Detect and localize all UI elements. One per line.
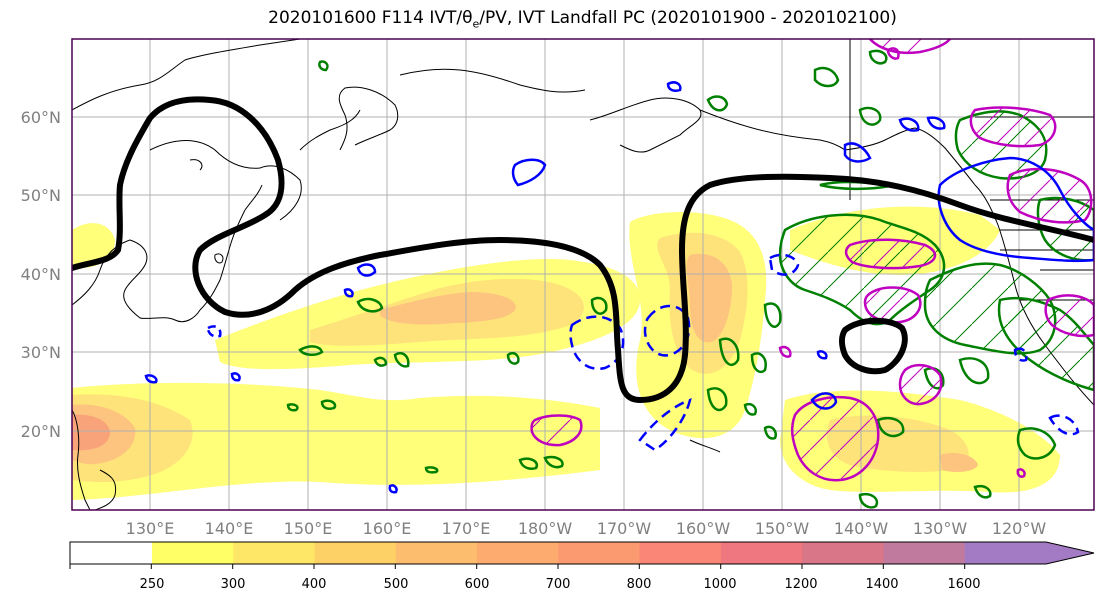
colorbar: 250 300 400 500 600 700 800 1000 1200 14… <box>69 541 1095 592</box>
lon-label: 170°E <box>442 519 491 538</box>
lon-label: 130°W <box>913 519 968 538</box>
colorbar-segment <box>558 542 641 564</box>
colorbar-tick-label: 300 <box>221 577 246 592</box>
colorbar-tick-label: 400 <box>302 577 327 592</box>
lat-label: 50°N <box>21 186 61 205</box>
colorbar-segment <box>477 542 559 564</box>
colorbar-segment <box>152 542 234 564</box>
lon-label: 140°E <box>205 519 254 538</box>
lat-label: 20°N <box>21 422 61 441</box>
landfall-pc-contours <box>530 39 1094 482</box>
lon-label: 150°W <box>755 519 810 538</box>
colorbar-segment <box>70 542 152 564</box>
lat-label: 40°N <box>21 265 61 284</box>
lon-label: 120°W <box>992 519 1047 538</box>
colorbar-tick-label: 1200 <box>784 577 817 592</box>
lon-label: 160°W <box>676 519 731 538</box>
colorbar-tick-label: 700 <box>546 577 571 592</box>
colorbar-segment <box>314 542 397 564</box>
colorbar-tick-labels: 250 300 400 500 600 700 800 1000 1200 14… <box>140 577 981 592</box>
colorbar-segment <box>883 542 966 564</box>
colorbar-segment <box>964 542 1047 564</box>
lon-label: 130°E <box>126 519 175 538</box>
lon-label: 180°W <box>518 519 573 538</box>
latitude-labels: 60°N 50°N 40°N 30°N 20°N <box>21 108 61 441</box>
colorbar-tick-label: 1600 <box>947 577 980 592</box>
colorbar-segment <box>639 542 722 564</box>
colorbar-extend-arrow <box>1046 542 1094 564</box>
colorbar-segment <box>395 542 478 564</box>
map-title: 2020101600 F114 IVT/θe/PV, IVT Landfall … <box>268 8 897 31</box>
colorbar-outline <box>69 541 1095 565</box>
lat-label: 30°N <box>21 343 61 362</box>
colorbar-tick-label: 1000 <box>703 577 736 592</box>
colorbar-segment <box>720 542 803 564</box>
colorbar-tick-label: 250 <box>140 577 165 592</box>
colorbar-segment <box>233 542 316 564</box>
colorbar-segment <box>802 542 885 564</box>
lon-label: 150°E <box>284 519 333 538</box>
longitude-labels: 130°E 140°E 150°E 160°E 170°E 180°W 170°… <box>126 519 1047 538</box>
theta-e-contour <box>72 96 1094 404</box>
pv-negative-contours <box>144 81 1094 494</box>
lon-label: 140°W <box>834 519 889 538</box>
colorbar-tick-label: 800 <box>627 577 652 592</box>
map-frame <box>71 38 1095 511</box>
colorbar-tick-label: 1400 <box>865 577 898 592</box>
lon-label: 170°W <box>597 519 652 538</box>
colorbar-tick-label: 600 <box>465 577 490 592</box>
lat-label: 60°N <box>21 108 61 127</box>
colorbar-tick-label: 500 <box>384 577 409 592</box>
lon-label: 160°E <box>363 519 412 538</box>
